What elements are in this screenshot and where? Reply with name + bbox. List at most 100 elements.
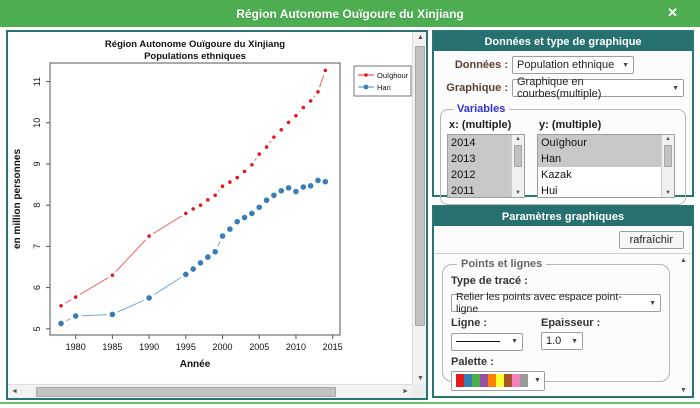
data-point <box>322 178 329 185</box>
y-variable-listbox[interactable]: Ouïghour Han Kazak Hui ▲ ▼ <box>537 134 675 198</box>
scroll-down-icon[interactable]: ▼ <box>680 387 687 394</box>
data-point <box>249 210 255 217</box>
chart-viewport: Région Autonome Ouïgoure du Xinjiang Popu… <box>8 32 412 384</box>
scroll-down-icon[interactable]: ▼ <box>417 375 424 382</box>
scroll-up-icon[interactable]: ▲ <box>665 136 671 142</box>
x-listbox-scrollbar[interactable]: ▲ ▼ <box>511 135 524 197</box>
legend-marker <box>364 73 368 77</box>
data-point <box>257 152 262 156</box>
series-segment <box>254 157 257 161</box>
data-point <box>234 218 241 225</box>
data-point <box>146 295 152 301</box>
points-lines-legend: Points et lignes <box>461 258 543 270</box>
series-segment <box>115 239 147 272</box>
chevron-down-icon: ▼ <box>511 338 518 345</box>
list-option[interactable]: Hui <box>541 185 558 197</box>
data-type-panel: Données et type de graphique Données : P… <box>432 30 694 205</box>
list-option[interactable]: 2013 <box>448 151 511 167</box>
legend-marker <box>363 84 369 90</box>
params-vertical-scrollbar[interactable]: ▲ ▼ <box>676 254 690 397</box>
list-option[interactable]: 2012 <box>448 167 511 183</box>
close-icon[interactable]: ✕ <box>667 5 678 20</box>
x-tick-label: 2000 <box>213 342 233 352</box>
line-style-select[interactable]: ▼ <box>451 332 523 351</box>
x-tick-label: 1990 <box>139 342 159 352</box>
palette-color-swatch <box>504 374 512 387</box>
chart-legend <box>353 65 412 97</box>
data-point <box>315 177 321 184</box>
chevron-down-icon: ▼ <box>672 84 679 92</box>
series-segment <box>79 277 109 295</box>
list-option[interactable]: Ouïghour <box>538 135 661 151</box>
scroll-up-icon[interactable]: ▲ <box>680 257 687 264</box>
data-point <box>190 266 196 272</box>
scroll-up-icon[interactable]: ▲ <box>417 34 424 41</box>
scroll-left-icon[interactable]: ◄ <box>11 388 18 395</box>
data-point <box>228 180 232 184</box>
list-option[interactable]: 2011 <box>448 183 511 197</box>
x-tick-label: 1985 <box>102 342 122 352</box>
chart-panel: Région Autonome Ouïgoure du Xinjiang Popu… <box>6 30 428 400</box>
series-segment <box>117 299 144 313</box>
data-point <box>271 192 277 199</box>
series-segment <box>298 110 301 113</box>
palette-select[interactable]: ▼ <box>451 370 545 391</box>
list-option[interactable]: Han <box>538 151 661 167</box>
refresh-button[interactable]: rafraîchir <box>618 231 684 249</box>
list-option[interactable]: Kazak <box>541 169 572 181</box>
y-tick-label: 9 <box>32 161 42 166</box>
data-point <box>293 188 299 195</box>
y-tick-label: 5 <box>32 326 42 331</box>
scroll-right-icon[interactable]: ► <box>402 388 409 395</box>
trace-type-select[interactable]: Relier les points avec espace point-lign… <box>451 291 661 315</box>
scroll-down-icon[interactable]: ▼ <box>515 190 521 196</box>
chart-vertical-scrollbar[interactable]: ▲ ▼ <box>412 32 426 384</box>
x-tick-label: 2015 <box>323 342 343 352</box>
vscroll-thumb[interactable] <box>415 46 425 326</box>
palette-color-swatch <box>512 374 520 387</box>
series-segment <box>153 277 182 296</box>
chart-title: Région Autonome Ouïgoure du Xinjiang <box>105 39 285 50</box>
plot-area <box>49 62 341 336</box>
donnees-select[interactable]: Population ethnique ▼ <box>512 56 634 74</box>
legend-label: Han <box>377 83 391 92</box>
x-tick-label: 1980 <box>66 342 86 352</box>
population-chart: Région Autonome Ouïgoure du XinjiangPopu… <box>12 39 412 370</box>
params-scroll-area: Points et lignes Type de tracé : Relier … <box>434 254 692 397</box>
palette-swatches <box>456 374 528 387</box>
series-segment <box>269 140 272 144</box>
listbox-scroll-thumb[interactable] <box>664 145 672 167</box>
window-title: Région Autonome Ouïgoure du Xinjiang <box>236 6 464 21</box>
y-tick-label: 10 <box>32 118 42 128</box>
data-point <box>213 193 217 198</box>
thickness-value: 1.0 <box>546 335 562 347</box>
list-option[interactable]: 2014 <box>448 135 511 151</box>
series-segment <box>217 241 221 247</box>
hscroll-thumb[interactable] <box>36 387 336 397</box>
data-point <box>241 214 248 221</box>
data-point <box>212 248 218 255</box>
x-variable-listbox[interactable]: 2014 2013 2012 2011 ▲ ▼ <box>447 134 525 198</box>
data-point <box>191 207 195 211</box>
data-point <box>272 135 276 139</box>
listbox-scroll-thumb[interactable] <box>514 145 522 167</box>
data-point <box>263 197 270 204</box>
data-point <box>307 183 314 189</box>
chart-horizontal-scrollbar[interactable]: ◄ ► <box>8 384 412 398</box>
trace-type-label: Type de tracé : <box>451 275 528 287</box>
data-point <box>183 271 189 278</box>
graphique-select[interactable]: Graphique en courbes(multiple) ▼ <box>512 76 684 100</box>
thickness-select[interactable]: 1.0 ▼ <box>541 332 583 350</box>
chevron-down-icon: ▼ <box>622 61 629 69</box>
scroll-down-icon[interactable]: ▼ <box>665 190 671 196</box>
palette-color-swatch <box>496 374 504 387</box>
variables-legend: Variables <box>457 103 506 115</box>
data-point <box>286 120 291 125</box>
y-listbox-scrollbar[interactable]: ▲ ▼ <box>661 135 674 197</box>
scroll-up-icon[interactable]: ▲ <box>515 136 521 142</box>
data-point <box>184 211 188 216</box>
x-tick-label: 2005 <box>249 342 269 352</box>
series-segment <box>65 299 72 304</box>
line-style-label: Ligne : <box>451 317 488 329</box>
data-point <box>227 226 233 232</box>
